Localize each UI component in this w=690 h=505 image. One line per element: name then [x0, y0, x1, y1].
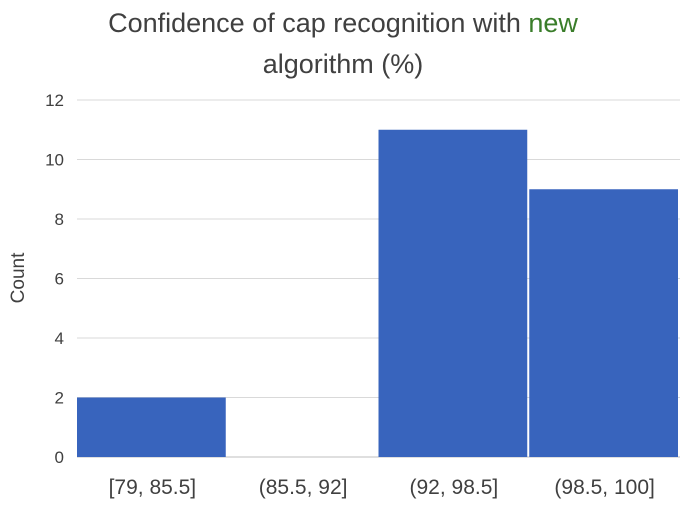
y-axis-ticks: 0 2 4 6 8 10 12 [45, 91, 64, 467]
bar [529, 189, 678, 457]
chart-title-line2: algorithm (%) [263, 49, 424, 79]
x-category-label: (98.5, 100] [554, 476, 654, 499]
y-axis-label: Count [8, 252, 29, 303]
x-category-label: (85.5, 92] [259, 476, 348, 499]
bars [77, 129, 678, 457]
bar [77, 397, 226, 457]
x-category-label: (92, 98.5] [410, 476, 499, 499]
chart-title-prefix: Confidence of cap recognition with [108, 8, 528, 38]
y-tick-label: 6 [55, 270, 64, 289]
y-tick-label: 8 [55, 210, 64, 229]
y-tick-label: 10 [45, 151, 64, 170]
y-tick-label: 12 [45, 91, 64, 110]
x-category-label: [79, 85.5] [109, 476, 197, 499]
x-axis-categories: [79, 85.5] (85.5, 92] (92, 98.5] (98.5, 100… [109, 476, 655, 499]
chart-title: Confidence of cap recognition with new [108, 8, 578, 38]
bar [378, 129, 528, 457]
y-tick-label: 4 [55, 329, 64, 348]
y-tick-label: 0 [55, 448, 64, 467]
chart-title-accent: new [528, 8, 578, 38]
y-tick-label: 2 [55, 389, 64, 408]
